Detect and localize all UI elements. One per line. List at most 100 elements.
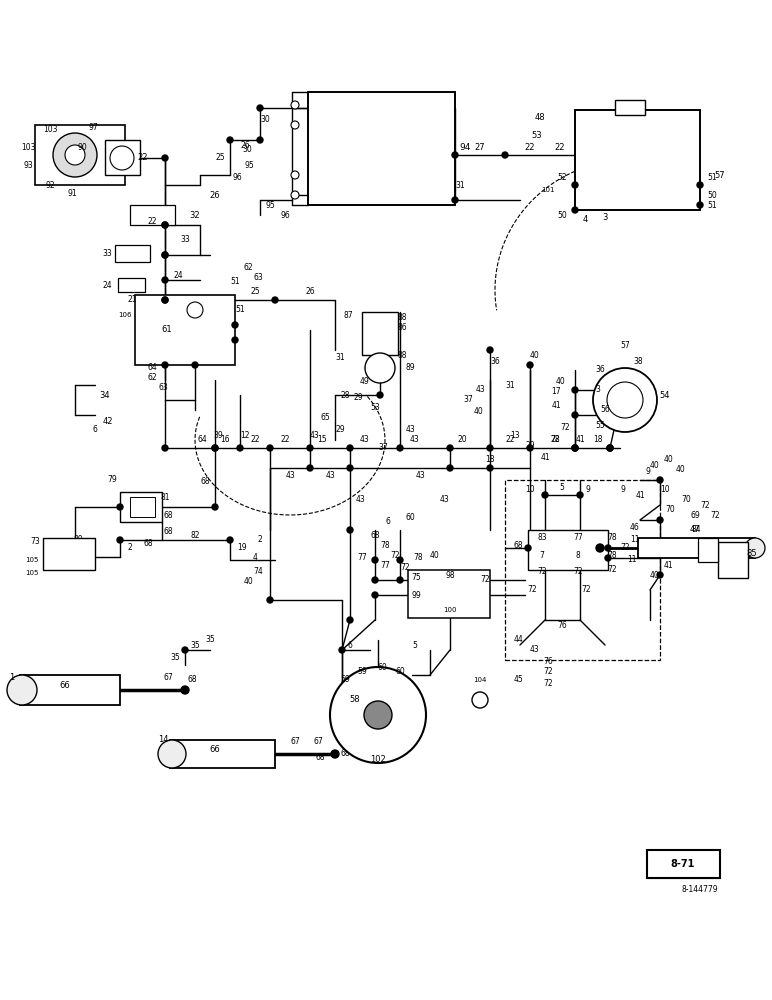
Text: 40: 40 xyxy=(243,578,253,586)
Bar xyxy=(698,538,718,562)
Text: 46: 46 xyxy=(630,524,640,532)
Text: 106: 106 xyxy=(118,312,132,318)
Text: 22: 22 xyxy=(250,436,259,444)
Text: 98: 98 xyxy=(445,570,455,580)
Text: 72: 72 xyxy=(710,510,720,520)
Circle shape xyxy=(364,701,392,729)
Circle shape xyxy=(162,277,168,283)
Text: 60: 60 xyxy=(395,668,405,676)
Text: 3: 3 xyxy=(602,214,608,223)
Circle shape xyxy=(577,492,583,498)
Circle shape xyxy=(232,322,238,328)
Circle shape xyxy=(65,145,85,165)
Text: 35: 35 xyxy=(205,636,215,645)
Circle shape xyxy=(452,197,458,203)
Circle shape xyxy=(605,555,611,561)
Circle shape xyxy=(117,504,123,510)
Bar xyxy=(105,140,140,175)
Text: 75: 75 xyxy=(411,574,421,582)
Text: 59: 59 xyxy=(340,676,350,684)
Circle shape xyxy=(227,137,233,143)
Text: 43: 43 xyxy=(475,385,485,394)
Text: 31: 31 xyxy=(335,354,345,362)
Text: 53: 53 xyxy=(370,403,380,412)
Circle shape xyxy=(487,465,493,471)
Text: 59: 59 xyxy=(357,668,367,676)
Text: 36: 36 xyxy=(490,358,500,366)
Text: 5: 5 xyxy=(412,641,418,650)
Text: 18: 18 xyxy=(486,456,495,464)
Text: 78: 78 xyxy=(380,540,390,550)
Text: 96: 96 xyxy=(280,211,290,220)
Text: 80: 80 xyxy=(73,536,83,544)
Circle shape xyxy=(397,445,403,451)
Text: 51: 51 xyxy=(230,277,240,286)
Text: 40: 40 xyxy=(663,456,673,464)
Circle shape xyxy=(487,347,493,353)
Text: 41: 41 xyxy=(540,454,550,462)
Circle shape xyxy=(330,667,426,763)
Text: 76: 76 xyxy=(543,658,553,666)
Text: 37: 37 xyxy=(463,395,473,404)
Text: 31: 31 xyxy=(505,380,515,389)
Text: 58: 58 xyxy=(350,696,361,704)
Circle shape xyxy=(593,368,657,432)
Text: 12: 12 xyxy=(240,430,250,440)
Text: 72: 72 xyxy=(581,585,591,594)
Text: 66: 66 xyxy=(210,746,220,754)
Circle shape xyxy=(117,537,123,543)
Text: 40: 40 xyxy=(650,570,660,580)
Text: 88: 88 xyxy=(398,314,407,322)
Text: 11: 11 xyxy=(627,556,637,564)
Circle shape xyxy=(212,445,218,451)
Text: 43: 43 xyxy=(355,495,365,504)
Text: 37: 37 xyxy=(378,444,388,452)
Bar xyxy=(120,492,162,522)
Text: 72: 72 xyxy=(537,568,547,576)
Text: 62: 62 xyxy=(147,373,157,382)
Text: 3: 3 xyxy=(595,385,601,394)
Text: 38: 38 xyxy=(633,358,643,366)
Circle shape xyxy=(257,105,263,111)
Circle shape xyxy=(572,412,578,418)
Text: 26: 26 xyxy=(240,140,250,149)
Text: 27: 27 xyxy=(475,143,486,152)
Text: 17: 17 xyxy=(551,387,560,396)
Text: 44: 44 xyxy=(513,636,523,645)
Text: 48: 48 xyxy=(535,113,545,122)
Text: 72: 72 xyxy=(400,564,410,572)
Circle shape xyxy=(162,222,168,228)
Text: 73: 73 xyxy=(30,538,40,546)
Text: 56: 56 xyxy=(600,406,610,414)
Text: 20: 20 xyxy=(457,436,467,444)
Text: 72: 72 xyxy=(620,544,630,552)
Text: 25: 25 xyxy=(250,288,260,296)
Text: 43: 43 xyxy=(325,471,335,480)
Text: 25: 25 xyxy=(215,153,225,162)
Bar xyxy=(170,740,275,768)
Text: 72: 72 xyxy=(700,500,709,510)
Text: 67: 67 xyxy=(290,738,300,746)
Text: 14: 14 xyxy=(157,736,168,744)
Circle shape xyxy=(596,544,604,552)
Circle shape xyxy=(347,617,353,623)
Circle shape xyxy=(7,675,37,705)
Text: 95: 95 xyxy=(265,200,275,210)
Text: 68: 68 xyxy=(340,750,350,758)
Bar xyxy=(43,538,95,570)
Text: 10: 10 xyxy=(660,486,670,494)
Text: 68: 68 xyxy=(513,540,523,550)
Circle shape xyxy=(657,477,663,483)
Text: 41: 41 xyxy=(575,436,585,444)
Circle shape xyxy=(372,557,378,563)
Text: 70: 70 xyxy=(681,495,691,504)
Text: 42: 42 xyxy=(103,418,113,426)
Text: 21: 21 xyxy=(127,296,137,304)
Text: 65: 65 xyxy=(320,414,330,422)
Bar xyxy=(135,295,235,365)
Circle shape xyxy=(447,445,453,451)
Circle shape xyxy=(572,207,578,213)
Text: 78: 78 xyxy=(608,550,617,560)
Text: 76: 76 xyxy=(557,620,567,630)
Bar xyxy=(638,538,755,558)
